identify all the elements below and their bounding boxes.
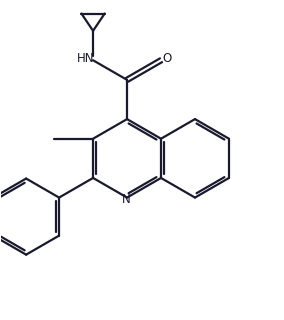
Text: N: N xyxy=(122,193,130,206)
Text: O: O xyxy=(162,52,172,65)
Text: HN: HN xyxy=(77,52,95,65)
